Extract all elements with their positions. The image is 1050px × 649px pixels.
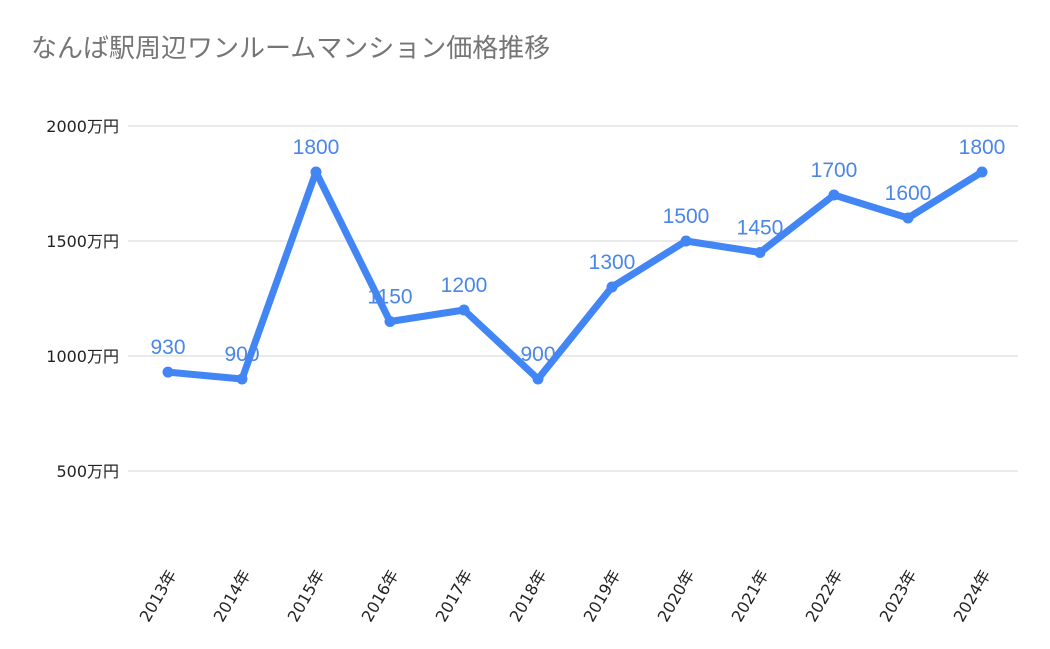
y-tick-label-1500: 1500万円 bbox=[46, 232, 119, 251]
data-point-7 bbox=[680, 235, 692, 247]
data-label-0: 930 bbox=[150, 336, 185, 359]
data-point-8 bbox=[754, 247, 766, 258]
data-point-10 bbox=[902, 212, 914, 224]
y-axis-tick-labels: 500万円 1000万円 1500万円 2000万円 bbox=[46, 117, 119, 481]
data-point-1 bbox=[236, 373, 248, 385]
y-tick-label-1000: 1000万円 bbox=[46, 347, 119, 366]
data-point-4 bbox=[458, 304, 470, 316]
data-point-5 bbox=[532, 373, 544, 385]
data-label-6: 1300 bbox=[589, 251, 636, 274]
gridlines bbox=[128, 125, 1018, 472]
data-label-3: 1150 bbox=[367, 286, 412, 309]
data-point-3 bbox=[384, 316, 396, 327]
data-point-6 bbox=[606, 281, 618, 293]
data-point-2 bbox=[310, 166, 322, 178]
data-label-4: 1200 bbox=[441, 274, 488, 297]
data-labels: 930 900 1800 1150 1200 900 1300 1500 1450 1700 160… bbox=[150, 136, 1005, 366]
data-point-11 bbox=[976, 166, 988, 178]
data-label-8: 1450 bbox=[737, 217, 784, 240]
data-label-1: 900 bbox=[224, 343, 259, 366]
data-label-11: 1800 bbox=[959, 136, 1006, 159]
chart-title: なんば駅周辺ワンルームマンション価格推移 bbox=[31, 34, 550, 64]
data-label-7: 1500 bbox=[663, 205, 710, 228]
y-tick-label-2000: 2000万円 bbox=[46, 117, 119, 136]
series-line-group bbox=[162, 166, 988, 385]
data-point-0 bbox=[162, 366, 174, 378]
data-label-5: 900 bbox=[520, 343, 555, 366]
series-line-0 bbox=[164, 168, 986, 383]
y-tick-label-500: 500万円 bbox=[56, 462, 119, 481]
data-label-10: 1600 bbox=[885, 182, 932, 205]
data-label-2: 1800 bbox=[293, 136, 340, 159]
data-point-9 bbox=[828, 189, 840, 201]
data-label-9: 1700 bbox=[811, 159, 858, 182]
